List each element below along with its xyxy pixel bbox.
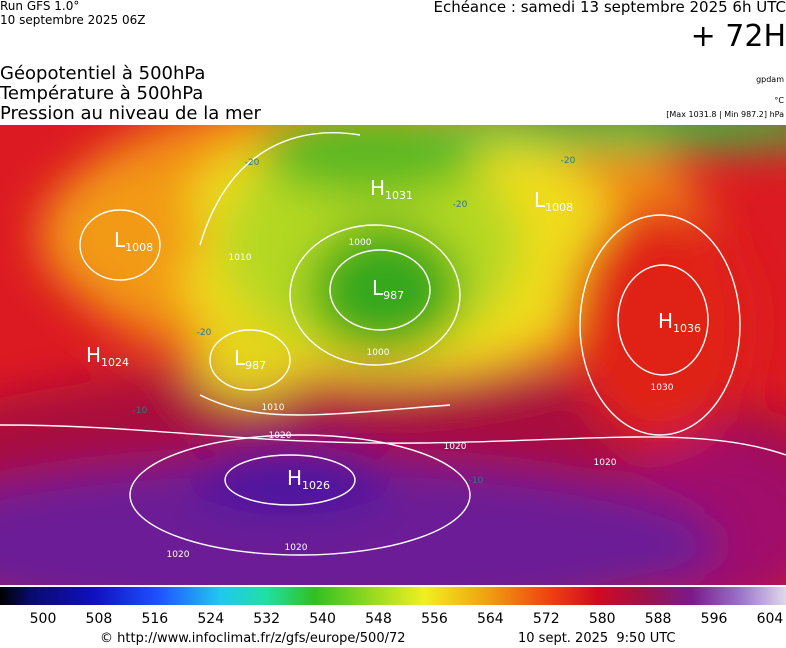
unit: [Max 1031.8 | Min 987.2] hPa (666, 110, 784, 119)
pressure-center: L1008 (534, 188, 573, 214)
pressure-center: H1031 (370, 176, 413, 202)
center-value: 1008 (125, 241, 153, 254)
map: H1036L987L987H1026H1024L1008L1008H103110… (0, 125, 786, 585)
center-value: 1031 (385, 189, 413, 202)
unit: gpdam (756, 75, 784, 84)
field: Géopotentiel à 500hPa (0, 63, 206, 84)
pressure-center: H1036 (658, 309, 701, 335)
field: Température à 500hPa (0, 83, 204, 104)
colorbar-label: 572 (532, 611, 560, 627)
center-value: 987 (383, 289, 404, 302)
colorbar-label: 596 (700, 611, 728, 627)
colorbar-label: 508 (85, 611, 113, 627)
center-letter: H (86, 343, 101, 367)
unit: °C (774, 96, 784, 105)
footer-time: 10 sept. 2025 9:50 UTC (518, 631, 676, 646)
temperature-label: -20 (245, 158, 260, 168)
isobar-label: 1010 (229, 253, 252, 263)
center-letter: H (658, 309, 673, 333)
center-letter: L (372, 276, 384, 300)
isobar-label: 1020 (269, 431, 292, 441)
lead-time: + 72H (690, 19, 786, 54)
colorbar-label: 532 (253, 611, 281, 627)
valid-time: Echéance : samedi 13 septembre 2025 6h U… (433, 0, 786, 16)
colorbar-label: 516 (141, 611, 169, 627)
colorbar-label: 540 (309, 611, 336, 627)
temperature-label: -20 (561, 156, 576, 166)
pressure-center: L987 (234, 346, 266, 372)
colorbar-label: 604 (756, 611, 784, 627)
center-value: 1024 (101, 356, 129, 369)
center-value: 987 (245, 359, 266, 372)
center-value: 1026 (302, 479, 330, 492)
colorbar-label: 500 (29, 611, 57, 627)
isobar-label: 1000 (367, 348, 390, 358)
colorbar-label: 564 (476, 611, 504, 627)
isobar-label: 1000 (349, 238, 372, 248)
isobar-label: 1020 (167, 550, 190, 560)
center-value: 1036 (673, 322, 701, 335)
colorbar-label: 556 (421, 611, 448, 627)
pressure-center: H1024 (86, 343, 129, 369)
colorbar-label: 588 (644, 611, 672, 627)
center-letter: L (234, 346, 246, 370)
center-letter: H (370, 176, 385, 200)
temperature-label: -10 (469, 476, 484, 486)
isobar-label: 1010 (262, 403, 285, 413)
isobar-label: 1020 (594, 458, 617, 468)
colorbar-label: 548 (365, 611, 392, 627)
temperature-label: -20 (453, 200, 468, 210)
temperature-label: -10 (133, 406, 148, 416)
temperature-label: -20 (197, 328, 212, 338)
pressure-center: H1026 (287, 466, 330, 492)
center-letter: H (287, 466, 302, 490)
isobar-label: 1030 (651, 383, 674, 393)
center-value: 1008 (545, 201, 573, 214)
colorbar-label: 524 (197, 611, 225, 627)
run-date: 10 septembre 2025 06Z (0, 13, 146, 27)
isobar-label: 1020 (444, 442, 467, 452)
footer-url: © http://www.infoclimat.fr/z/gfs/europe/… (100, 631, 406, 646)
center-letter: L (114, 228, 126, 252)
center-letter: L (534, 188, 546, 212)
field: Pression au niveau de la mer (0, 103, 261, 124)
pressure-center: L987 (372, 276, 404, 302)
run: Run GFS 1.0° (0, 0, 80, 13)
pressure-center: L1008 (114, 228, 153, 254)
colorbar (0, 587, 786, 605)
isobar-label: 1020 (285, 543, 308, 553)
colorbar-label: 580 (588, 611, 616, 627)
